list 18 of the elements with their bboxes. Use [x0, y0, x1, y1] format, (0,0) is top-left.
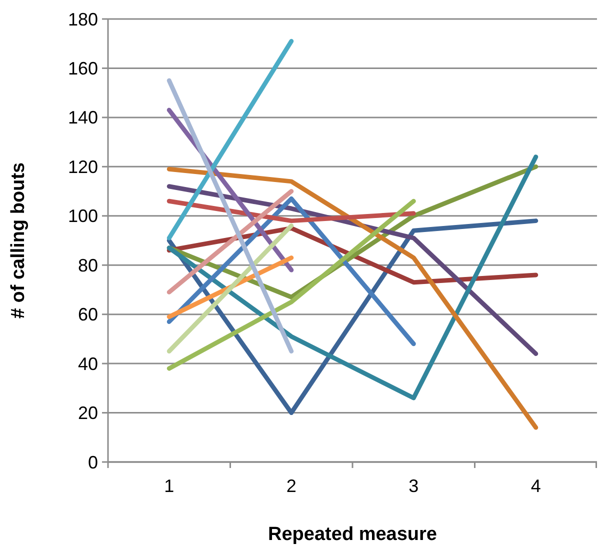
y-tick-label: 160: [68, 58, 98, 79]
x-tick-label: 3: [408, 476, 419, 496]
x-tick-label: 4: [530, 476, 541, 496]
x-axis-title: Repeated measure: [268, 524, 437, 545]
y-tick-label: 80: [78, 255, 98, 276]
y-tick-label: 20: [78, 403, 98, 424]
y-tick-label: 40: [78, 354, 98, 374]
y-tick-label: 140: [68, 108, 98, 128]
y-tick-label: 100: [68, 206, 98, 226]
y-tick-label: 0: [88, 452, 98, 472]
y-tick-label: 180: [68, 9, 98, 30]
y-tick-label: 60: [78, 304, 98, 325]
x-tick-label: 2: [286, 476, 296, 496]
line-series: [166, 154, 538, 400]
x-tick-label: 1: [164, 476, 174, 496]
y-tick-label: 120: [68, 156, 98, 177]
y-axis-title: # of calling bouts: [8, 162, 29, 319]
line-series: [166, 166, 538, 430]
